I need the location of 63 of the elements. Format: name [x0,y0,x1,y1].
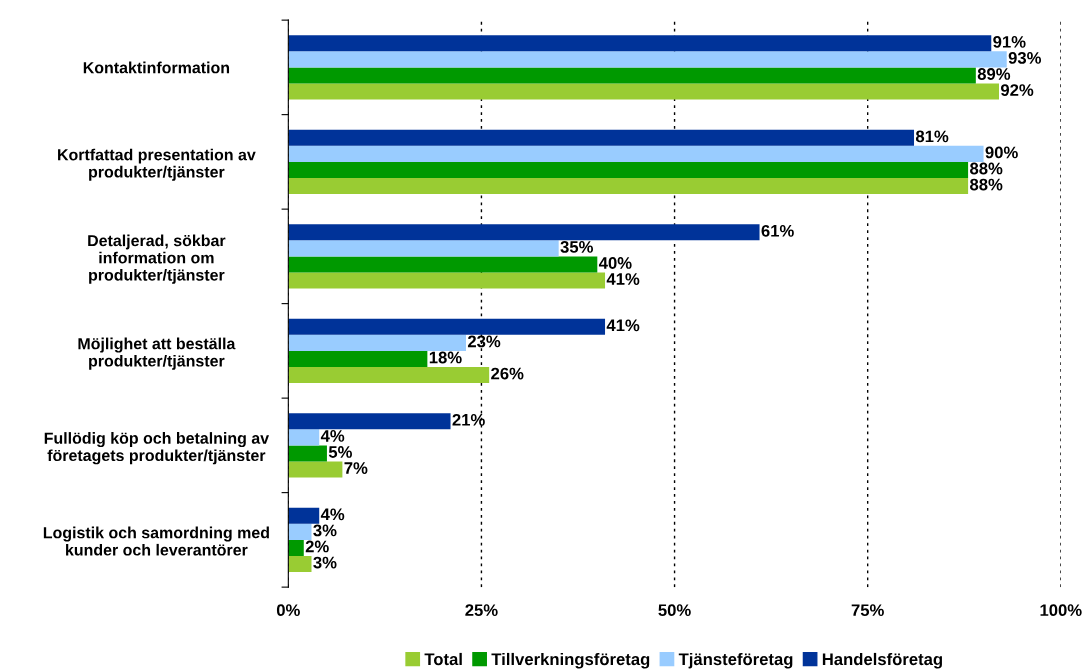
bar [288,366,490,384]
bar [288,224,760,241]
y-tick-label: Fullödig köp och betalning av företagets produkter/tjänster [44,432,270,465]
y-tick-label: Möjlighet att beställa produkter/tjänster [78,337,236,370]
bar [288,145,984,162]
data-label: 26% [491,367,524,380]
x-tick-label: 75% [851,604,884,617]
data-label: 41% [606,273,640,285]
data-label: 5% [328,446,352,458]
legend-label: Tillverkningsföretag [491,652,650,669]
legend-label: Tjänsteföretag [678,652,793,669]
y-tick-label: Detaljerad, sökbar information om produkter/tjänster [88,234,226,284]
data-label: 4% [320,508,345,521]
bar [288,350,428,367]
data-label: 2% [305,540,329,553]
bar [288,507,320,524]
bar [288,83,999,100]
y-tick-label: Kontaktinformation [83,61,230,74]
data-label: 7% [344,462,368,474]
bar [288,318,606,335]
bar [288,413,451,430]
legend-label: Total [424,652,462,666]
data-label: 4% [320,430,345,442]
bar [288,445,327,462]
data-label: 61% [761,224,794,237]
y-tick-label: Kortfattad presentation av produkter/tjänster [58,148,256,181]
x-tick-label: 50% [658,604,691,617]
data-label: 3% [313,556,337,569]
bar [288,539,304,556]
x-tick-label: 25% [465,604,498,617]
data-label: 40% [598,257,632,269]
data-label: 92% [1000,84,1034,96]
bar [288,161,969,178]
data-label: 35% [560,241,593,253]
data-label: 18% [429,351,462,364]
data-label: 3% [313,524,337,537]
bar [288,256,598,273]
data-label: 88% [970,162,1003,175]
x-tick-label: 0% [276,604,300,617]
data-label: 90% [985,146,1018,159]
bar [288,523,312,540]
bar [288,461,343,478]
y-tick-label: Logistik och samordning med kunder och leverantörer [43,526,269,556]
bar [288,429,320,446]
data-label: 91% [993,35,1026,48]
bar [288,177,969,195]
bar [288,334,466,351]
bar [288,67,976,84]
data-label: 23% [467,335,501,348]
bar [288,240,559,257]
bar [288,555,312,573]
data-label: 21% [452,413,485,426]
bar [288,272,606,289]
data-label: 88% [970,178,1003,191]
bar [288,35,992,52]
bar [288,51,1007,68]
bar [288,129,915,146]
data-label: 81% [915,130,949,143]
legend-label: Handelsföretag [822,652,942,669]
data-label: 93% [1008,52,1042,64]
x-tick-label: 100% [1040,604,1082,617]
data-label: 41% [606,319,640,332]
data-label: 89% [977,68,1011,80]
